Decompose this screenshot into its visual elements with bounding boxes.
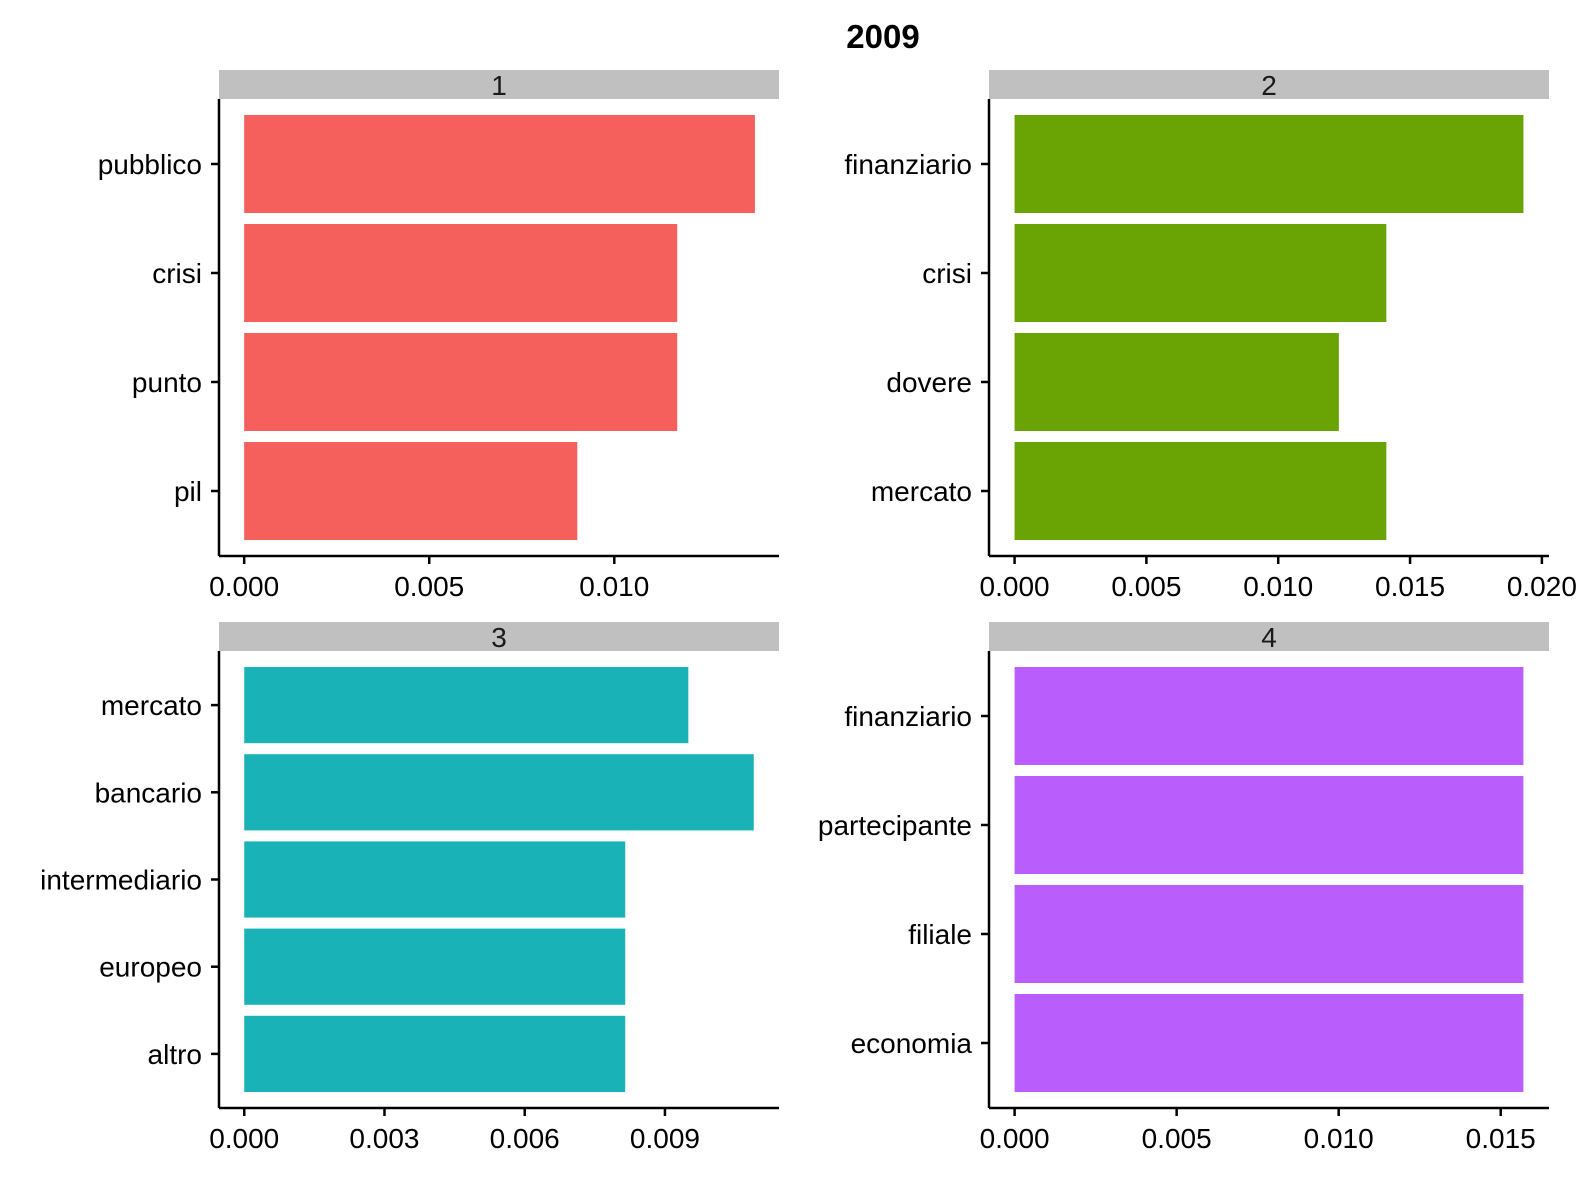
- x-tick-label: 0.009: [630, 1123, 700, 1154]
- panel-1: 1 pubblico crisi punto pil 0.000 0.005 0.010: [98, 70, 779, 602]
- x-tick-label: 0.015: [1375, 571, 1445, 602]
- x-tick-label: 0.015: [1466, 1123, 1536, 1154]
- panel-3: 3 mercato bancario intermediario europeo altr…: [40, 622, 779, 1154]
- category-label: crisi: [922, 258, 972, 289]
- bar-intermediario: [244, 841, 626, 918]
- category-label: bancario: [95, 777, 202, 808]
- bar-economia: [1014, 994, 1524, 1092]
- x-tick-label: 0.005: [1142, 1123, 1212, 1154]
- category-label: finanziario: [844, 701, 972, 732]
- bar-bancario: [244, 754, 754, 831]
- panel-strip-label: 4: [1261, 622, 1277, 653]
- category-label: economia: [851, 1028, 973, 1059]
- bar-filiale: [1014, 885, 1524, 983]
- category-label: mercato: [101, 690, 202, 721]
- category-label: filiale: [908, 919, 972, 950]
- x-tick-label: 0.005: [1111, 571, 1181, 602]
- category-label: pubblico: [98, 149, 202, 180]
- panel-strip-label: 2: [1261, 70, 1277, 101]
- x-tick-label: 0.020: [1507, 571, 1577, 602]
- panel-strip: [219, 70, 779, 99]
- bar-crisi: [244, 224, 678, 322]
- bar-altro: [244, 1015, 626, 1092]
- category-label: mercato: [871, 476, 972, 507]
- panel-strip: [219, 622, 779, 651]
- category-label: altro: [148, 1039, 202, 1070]
- bar-pil: [244, 442, 578, 540]
- x-tick-label: 0.006: [490, 1123, 560, 1154]
- panel-strip: [989, 622, 1549, 651]
- panel-4: 4 finanziario partecipante filiale economia 0…: [818, 622, 1549, 1154]
- category-label: finanziario: [844, 149, 972, 180]
- category-label: partecipante: [818, 810, 972, 841]
- x-tick-label: 0.010: [1243, 571, 1313, 602]
- category-label: punto: [132, 367, 202, 398]
- bar-partecipante: [1014, 776, 1524, 874]
- bar-dovere: [1014, 333, 1339, 431]
- x-tick-label: 0.010: [1304, 1123, 1374, 1154]
- category-label: crisi: [152, 258, 202, 289]
- x-tick-label: 0.000: [980, 571, 1050, 602]
- bar-pubblico: [244, 115, 755, 213]
- category-label: pil: [174, 476, 202, 507]
- x-tick-label: 0.000: [980, 1123, 1050, 1154]
- category-label: dovere: [886, 367, 972, 398]
- chart-title: 2009: [846, 18, 919, 55]
- bar-punto: [244, 333, 678, 431]
- panel-strip-label: 1: [491, 70, 507, 101]
- x-tick-label: 0.005: [394, 571, 464, 602]
- bar-finanziario: [1014, 115, 1524, 213]
- x-tick-label: 0.010: [579, 571, 649, 602]
- category-label: europeo: [99, 952, 202, 983]
- panel-2: 2 finanziario crisi dovere mercato 0.000 0.005…: [844, 70, 1577, 602]
- bar-europeo: [244, 928, 626, 1005]
- bar-mercato: [1014, 442, 1387, 540]
- x-tick-label: 0.003: [349, 1123, 419, 1154]
- panel-strip-label: 3: [491, 622, 507, 653]
- bar-crisi: [1014, 224, 1387, 322]
- bar-mercato: [244, 667, 689, 744]
- x-tick-label: 0.000: [209, 571, 279, 602]
- panels-layer: 1 pubblico crisi punto pil 0.000 0.005 0.010 2 fi…: [40, 70, 1577, 1154]
- x-tick-label: 0.000: [209, 1123, 279, 1154]
- panel-strip: [989, 70, 1549, 99]
- bar-finanziario: [1014, 667, 1524, 765]
- category-label: intermediario: [40, 865, 202, 896]
